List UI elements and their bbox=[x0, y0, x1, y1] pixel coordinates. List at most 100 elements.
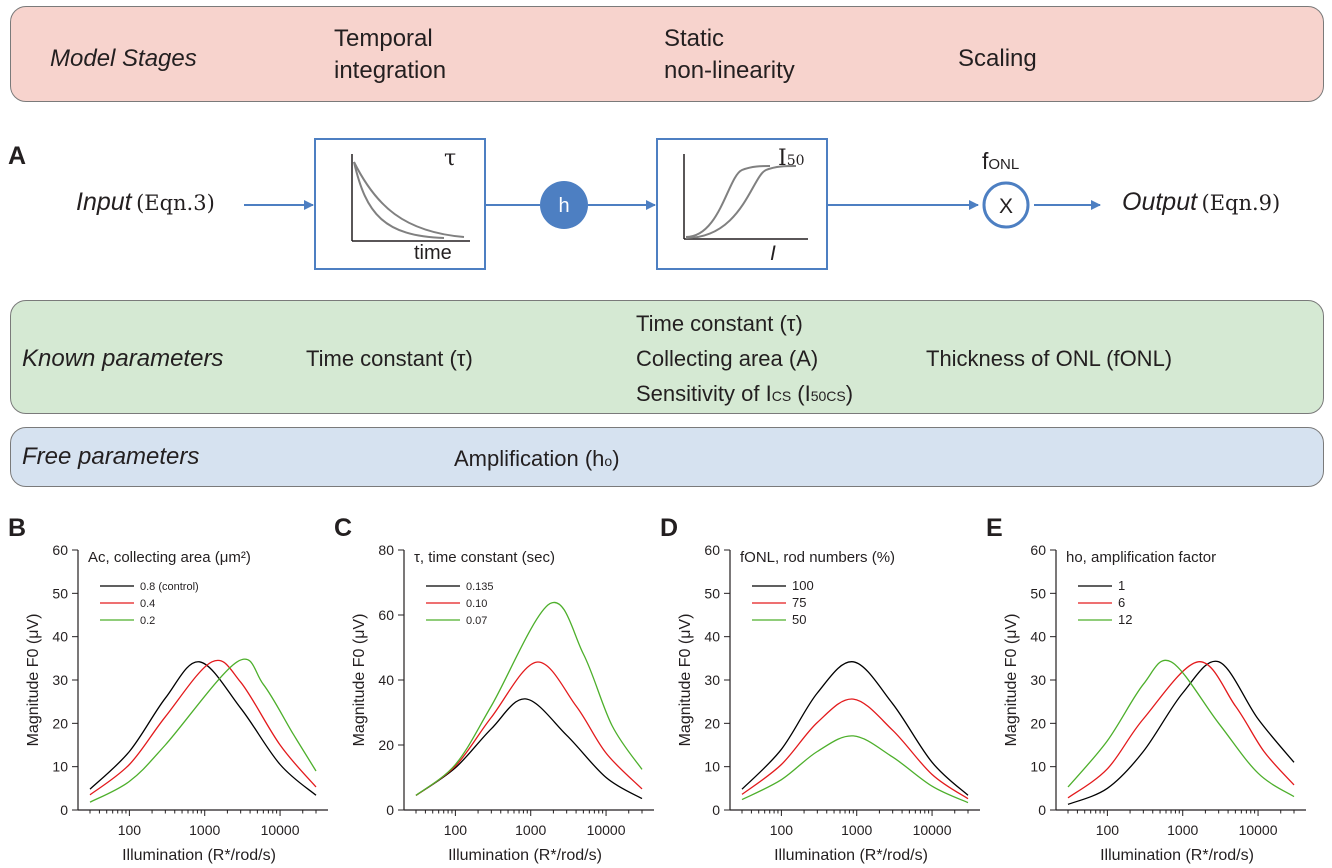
time-axis-label: time bbox=[414, 242, 452, 264]
amplification-sub: o bbox=[604, 453, 613, 469]
chart-c-y-axis-title: Magnitude F0 (μV) bbox=[351, 614, 368, 747]
chart-d-y-tick-label: 20 bbox=[704, 715, 720, 731]
decay-curves-plot bbox=[351, 154, 470, 242]
chart-e-x-tick-label: 1000 bbox=[1167, 822, 1198, 838]
chart-b-x-tick-label: 10000 bbox=[261, 822, 300, 838]
model-stages-band bbox=[10, 6, 1324, 102]
chart-d-series-line-2 bbox=[741, 698, 969, 800]
stage-temporal-line1: Temporal bbox=[334, 25, 433, 52]
amplification-text: Amplification (h bbox=[454, 446, 605, 471]
chart-d-series-line-1 bbox=[741, 661, 969, 796]
chart-c-series-line-3 bbox=[415, 601, 643, 796]
chart-c-x-tick-label: 100 bbox=[444, 822, 468, 838]
chart-b-x-tick-label: 1000 bbox=[189, 822, 220, 838]
i50-main: I bbox=[778, 146, 787, 171]
chart-e-y-tick-label: 50 bbox=[1030, 585, 1046, 601]
chart-c-legend-label-2: 0.10 bbox=[466, 598, 487, 610]
chart-d-series-line-3 bbox=[741, 735, 969, 804]
chart-e-y-tick-label: 40 bbox=[1030, 629, 1046, 645]
chart-d-y-axis-title: Magnitude F0 (μV) bbox=[677, 614, 694, 747]
panel-label-d: D bbox=[660, 514, 679, 542]
chart-b-title: Ac, collecting area (μm²) bbox=[88, 549, 251, 566]
free-parameters-title: Free parameters bbox=[22, 443, 200, 470]
chart-c-y-tick-label: 80 bbox=[378, 542, 394, 558]
multiply-node bbox=[982, 181, 1030, 229]
temporal-integration-box: τ time bbox=[314, 138, 486, 270]
chart-c-legend-label-1: 0.135 bbox=[466, 581, 494, 593]
chart-e-y-tick-label: 10 bbox=[1030, 759, 1046, 775]
chart-d-y-tick-label: 10 bbox=[704, 759, 720, 775]
sensitivity-sub-cs: CS bbox=[771, 388, 792, 404]
chart-e-x-tick-label: 10000 bbox=[1239, 822, 1278, 838]
chart-e-y-tick-label: 0 bbox=[1038, 802, 1046, 818]
stage-static-line1: Static bbox=[664, 25, 725, 52]
output-eqn: (Eqn.9) bbox=[1201, 191, 1281, 215]
chart-e-legend-label-1: 1 bbox=[1118, 578, 1125, 593]
chart-c-x-axis-title: Illumination (R*/rod/s) bbox=[448, 847, 602, 864]
h-node-label: h bbox=[558, 195, 569, 217]
chart-c-x-tick-label: 1000 bbox=[515, 822, 546, 838]
amplification-close: ) bbox=[612, 446, 620, 471]
chart-b-x-axis-title: Illumination (R*/rod/s) bbox=[122, 847, 276, 864]
panel-label-b: B bbox=[8, 514, 27, 542]
chart-d-y-tick-label: 0 bbox=[712, 802, 720, 818]
known-parameters-title: Known parameters bbox=[22, 345, 224, 372]
chart-b-y-tick-label: 50 bbox=[52, 585, 68, 601]
chart-c-title: τ, time constant (sec) bbox=[414, 549, 555, 566]
fonl-main: f bbox=[982, 148, 989, 174]
tau-label: τ bbox=[444, 146, 457, 171]
chart-e-title: ho, amplification factor bbox=[1066, 549, 1216, 566]
known-param-onl-thickness: Thickness of ONL (fONL) bbox=[926, 346, 1173, 371]
chart-b-legend-label-1: 0.8 (control) bbox=[140, 581, 199, 593]
chart-e-legend-label-3: 12 bbox=[1118, 612, 1132, 627]
chart-c-y-tick-label: 20 bbox=[378, 737, 394, 753]
panel-label-e: E bbox=[986, 514, 1003, 542]
chart-b-series-line-1 bbox=[89, 661, 317, 796]
chart-b-y-tick-label: 10 bbox=[52, 759, 68, 775]
chart-c-series-line-2 bbox=[415, 661, 643, 796]
chart-d-legend-label-2: 75 bbox=[792, 595, 806, 610]
chart-b-y-tick-label: 40 bbox=[52, 629, 68, 645]
sensitivity-sub-50cs: 50CS bbox=[810, 388, 846, 404]
chart-c-x-tick-label: 10000 bbox=[587, 822, 626, 838]
sigmoid-curves-plot bbox=[683, 154, 808, 240]
chart-e-series-line-3 bbox=[1067, 659, 1295, 798]
chart-d-y-tick-label: 60 bbox=[704, 542, 720, 558]
chart-b-y-axis-title: Magnitude F0 (μV) bbox=[25, 614, 42, 747]
chart-e-x-axis-title: Illumination (R*/rod/s) bbox=[1100, 847, 1254, 864]
chart-d-y-tick-label: 50 bbox=[704, 585, 720, 601]
chart-e-y-tick-label: 20 bbox=[1030, 715, 1046, 731]
chart-c-y-tick-label: 0 bbox=[386, 802, 394, 818]
chart-e-series-line-1 bbox=[1067, 660, 1295, 806]
free-parameters-band bbox=[10, 427, 1324, 487]
i-axis-label: I bbox=[770, 242, 776, 265]
known-param-sensitivity: Sensitivity of ICS (I50CS) bbox=[636, 379, 853, 411]
fonl-sub: ONL bbox=[988, 156, 1020, 173]
chart-e-x-tick-label: 100 bbox=[1096, 822, 1120, 838]
sensitivity-close: ) bbox=[845, 381, 854, 406]
input-eqn: (Eqn.3) bbox=[136, 191, 215, 215]
chart-b-series-line-2 bbox=[89, 659, 317, 796]
chart-c-y-tick-label: 60 bbox=[378, 607, 394, 623]
chart-e-legend-label-2: 6 bbox=[1118, 595, 1125, 610]
chart-b-y-tick-label: 60 bbox=[52, 542, 68, 558]
chart-e-y-tick-label: 30 bbox=[1030, 672, 1046, 688]
chart-c-series-line-1 bbox=[415, 698, 643, 800]
chart-d-legend-label-3: 50 bbox=[792, 612, 806, 627]
chart-b-y-tick-label: 20 bbox=[52, 715, 68, 731]
i50-label: I50 bbox=[778, 146, 805, 171]
chart-c-legend-label-3: 0.07 bbox=[466, 615, 487, 627]
chart-d-x-tick-label: 1000 bbox=[841, 822, 872, 838]
sensitivity-paren: (I bbox=[791, 381, 811, 406]
chart-b-legend-label-2: 0.4 bbox=[140, 598, 155, 610]
stage-static-line2: non-linearity bbox=[664, 57, 795, 84]
known-param-time-constant: Time constant (τ) bbox=[306, 346, 473, 371]
panel-label-c: C bbox=[334, 514, 353, 542]
model-stages-title: Model Stages bbox=[50, 45, 197, 72]
sensitivity-text: Sensitivity of I bbox=[636, 381, 772, 406]
static-nonlinearity-box: I50 I bbox=[656, 138, 828, 270]
chart-e-y-axis-title: Magnitude F0 (μV) bbox=[1003, 614, 1020, 747]
chart-d-legend-label-1: 100 bbox=[792, 578, 814, 593]
input-label: Input (Eqn.3) bbox=[76, 188, 215, 217]
stage-scaling: Scaling bbox=[958, 45, 1037, 72]
